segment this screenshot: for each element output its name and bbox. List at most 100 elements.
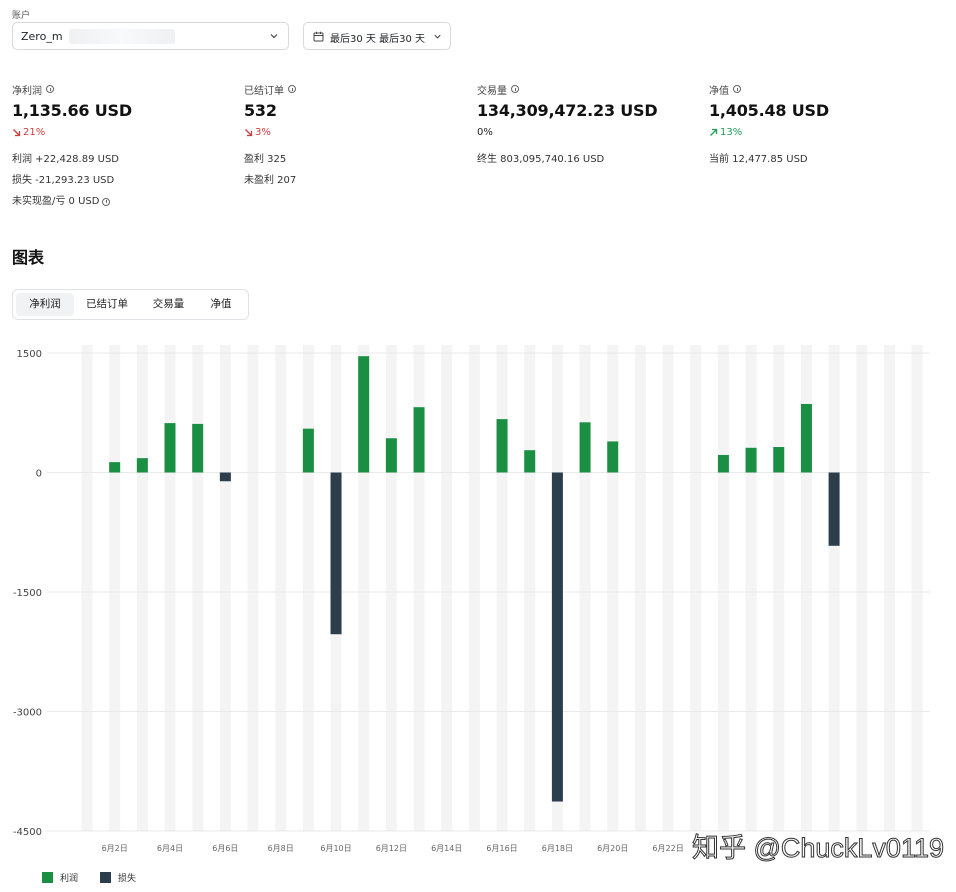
stat-change-text: 0% [477, 127, 493, 138]
profit-bar [302, 428, 314, 473]
stat-detail-text: 未实现盈/亏 0 USD [12, 196, 100, 207]
background-column [524, 345, 536, 831]
chart-legend: 利润 损失 [42, 871, 136, 884]
background-column [302, 345, 314, 831]
profit-bar [385, 438, 397, 473]
info-icon[interactable] [102, 197, 111, 206]
y-tick-label: -1500 [13, 588, 42, 599]
watermark: 知乎 @ChuckLv0119 [691, 833, 944, 864]
profit-bar [496, 419, 508, 473]
stat-label: 净值 [709, 82, 929, 97]
legend-label-profit: 利润 [60, 874, 79, 884]
y-tick-label: -4500 [13, 827, 42, 838]
stat-detail-text: 终生 803,095,740.16 USD [477, 154, 605, 165]
chevron-down-icon [434, 34, 441, 39]
stat-equity: 净值 1,405.48 USD 13% 当前 12,477.85 USD [709, 82, 929, 170]
stat-net-profit: 净利润 1,135.66 USD 21% 利润 +22,428.89 USD 损失 -2… [12, 82, 232, 212]
tab-equity[interactable]: 净值 [210, 298, 232, 310]
background-column [385, 345, 397, 831]
stat-label-text: 净值 [709, 85, 729, 97]
profit-bar [800, 403, 812, 473]
background-column [441, 345, 453, 831]
tab-net-profit[interactable]: 净利润 [16, 293, 74, 316]
stat-value: 1,135.66 USD [12, 101, 132, 120]
background-column [468, 345, 480, 831]
background-column [219, 345, 231, 831]
background-column [800, 345, 812, 831]
x-tick-label: 6月16日 [486, 844, 517, 853]
profit-bar [524, 450, 536, 473]
legend-swatch-profit [42, 872, 53, 883]
x-tick-label: 6月22日 [652, 844, 683, 853]
background-column [164, 345, 176, 831]
chart-tabs: 净利润 已结订单 交易量 净值 [12, 289, 249, 320]
account-value: Zero_m [21, 30, 63, 43]
tab-closed-orders[interactable]: 已结订单 [86, 298, 128, 310]
background-column [607, 345, 619, 831]
stat-detail-text: 未盈利 207 [244, 175, 297, 186]
stat-label: 已结订单 [244, 82, 464, 97]
background-column [192, 345, 204, 831]
stat-detail-row: 利润 +22,428.89 USD [12, 149, 232, 170]
profit-bar [109, 462, 121, 473]
calendar-icon [313, 31, 324, 42]
arrow-down-right-icon [13, 129, 21, 137]
background-column [745, 345, 757, 831]
account-select[interactable]: Zero_m [12, 22, 289, 50]
profit-bar [136, 458, 148, 473]
loss-bar [551, 472, 563, 802]
info-icon[interactable] [511, 85, 519, 93]
arrow-down-right-icon [245, 129, 253, 137]
account-label: 账户 [12, 11, 31, 21]
stat-detail-row: 盈利 325 [244, 149, 464, 170]
x-tick-label: 6月20日 [597, 844, 628, 853]
background-column [911, 345, 923, 831]
profit-bar [358, 356, 370, 473]
background-column [247, 345, 259, 831]
profit-bar [164, 423, 176, 473]
date-range-select[interactable]: 最后30 天 最后30 天 [303, 22, 451, 50]
stat-label: 净利润 [12, 82, 232, 97]
loss-bar [219, 472, 231, 482]
x-tick-label: 6月2日 [102, 844, 128, 853]
x-tick-label: 6月14日 [431, 844, 462, 853]
x-tick-label: 6月18日 [542, 844, 573, 853]
profit-bar [413, 407, 425, 473]
background-column [81, 345, 93, 831]
x-tick-label: 6月10日 [320, 844, 351, 853]
stat-detail-row: 未实现盈/亏 0 USD [12, 191, 232, 212]
info-icon[interactable] [288, 85, 296, 93]
profit-bar [192, 423, 204, 473]
stat-change-text: 13% [720, 127, 743, 138]
background-column [275, 345, 287, 831]
x-tick-label: 6月12日 [376, 844, 407, 853]
x-tick-label: 6月6日 [212, 844, 238, 853]
stat-detail-row: 终生 803,095,740.16 USD [477, 149, 697, 170]
info-icon[interactable] [46, 85, 54, 93]
profit-bar [717, 454, 729, 473]
profit-bar [745, 447, 757, 473]
stat-closed-orders: 已结订单 532 3% 盈利 325 未盈利 207 [244, 82, 464, 191]
chevron-down-icon [270, 34, 278, 39]
stat-volume: 交易量 134,309,472.23 USD 0% 终生 803,095,740.16… [477, 82, 697, 170]
stat-label: 交易量 [477, 82, 697, 97]
stat-label-text: 已结订单 [244, 85, 284, 97]
background-column [579, 345, 591, 831]
background-column [413, 345, 425, 831]
section-title: 图表 [12, 248, 45, 267]
legend-item-loss[interactable]: 损失 [100, 871, 136, 884]
stat-detail-row: 损失 -21,293.23 USD [12, 170, 232, 191]
stat-detail-row: 当前 12,477.85 USD [709, 149, 929, 170]
stat-change: 21% [12, 126, 232, 139]
info-icon[interactable] [733, 85, 741, 93]
net-profit-chart: 1500 0 -1500 -3000 -4500 6月2日 6月4日 6月6日 6月8日 6月10… [13, 345, 930, 853]
x-tick-label: 6月8日 [268, 844, 294, 853]
y-tick-label: 0 [36, 469, 42, 480]
tab-volume[interactable]: 交易量 [152, 298, 185, 310]
legend-label-loss: 损失 [118, 874, 137, 884]
background-column [634, 345, 646, 831]
background-column [717, 345, 729, 831]
legend-item-profit[interactable]: 利润 [42, 871, 78, 884]
profit-bar [773, 447, 785, 473]
stat-label-text: 交易量 [477, 85, 507, 97]
